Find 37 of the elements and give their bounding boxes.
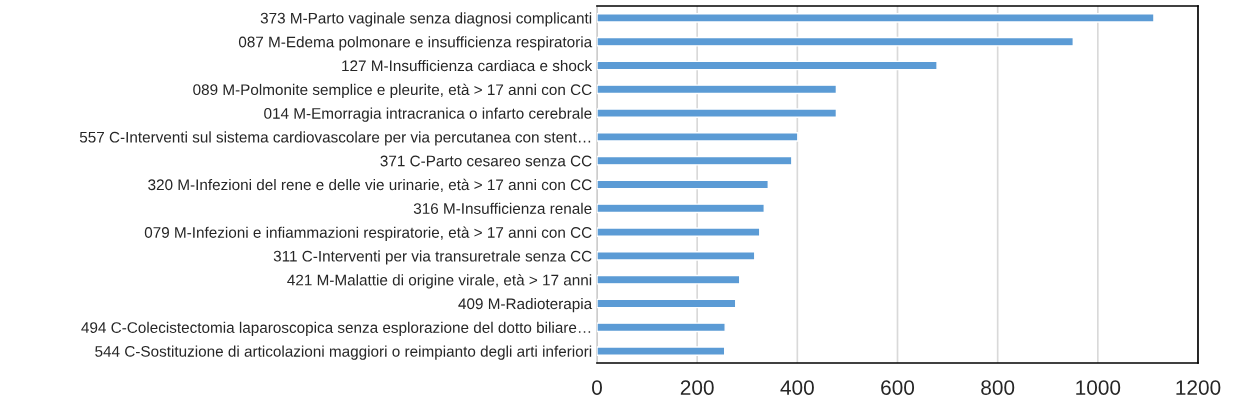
y-tick-label: 127 M-Insufficienza cardiaca e shock — [342, 59, 593, 72]
y-tick-label: 320 M-Infezioni del rene e delle vie urinarie, età > 17 anni con CC — [148, 178, 592, 192]
bar — [597, 298, 737, 309]
y-tick-label: 089 M-Polmonite semplice e pleurite, età > 17 anni con CC — [193, 83, 592, 99]
y-tick-label: 373 M-Parto vaginale senza diagnosi complicanti — [260, 12, 592, 27]
x-tick-label: 1000 — [1076, 380, 1121, 395]
x-tick-label: 400 — [780, 380, 814, 395]
bar — [597, 179, 769, 190]
bar — [597, 322, 726, 333]
bar — [597, 227, 761, 237]
y-tick-label: 371 C-Parto cesareo senza CC — [380, 155, 592, 167]
bar — [597, 346, 726, 356]
y-tick-label: 557 C-Interventi sul sistema cardiovascolare per via percutanea con stent… — [79, 131, 591, 146]
bar — [597, 203, 765, 214]
bar — [597, 36, 1074, 47]
x-tick-label: 200 — [680, 380, 714, 395]
bar — [597, 13, 1155, 23]
bar — [597, 60, 938, 71]
y-tick-label: 311 C-Interventi per via transuretrale senza CC — [273, 250, 592, 265]
bar — [597, 274, 741, 285]
bar — [597, 155, 793, 166]
y-tick-label: 494 C-Colecistectomia laparoscopica senza esplorazione del dotto biliare… — [81, 321, 591, 337]
bar — [597, 84, 838, 95]
x-tick-label: 1200 — [1176, 380, 1221, 395]
y-tick-label: 079 M-Infezioni e infiammazioni respiratorie, età > 17 anni con CC — [144, 226, 592, 241]
y-tick-label: 409 M-Radioterapia — [458, 297, 593, 313]
bar — [597, 108, 838, 118]
y-tick-label: 087 M-Edema polmonare e insufficienza respiratoria — [238, 36, 593, 51]
x-tick-label: 0 — [592, 380, 602, 395]
x-tick-label: 600 — [881, 380, 915, 395]
x-tick-label: 800 — [981, 380, 1015, 395]
y-tick-label: 544 C-Sostituzione di articolazioni maggiori o reimpianto degli arti inferiori — [95, 345, 592, 360]
y-tick-label: 014 M-Emorragia intracranica o infarto cerebrale — [264, 107, 592, 122]
bar — [597, 251, 756, 261]
bar — [597, 132, 799, 142]
y-tick-label: 316 M-Insufficienza renale — [413, 202, 592, 214]
y-tick-label: 421 M-Malattie di origine virale, età > 17 anni — [287, 274, 592, 289]
